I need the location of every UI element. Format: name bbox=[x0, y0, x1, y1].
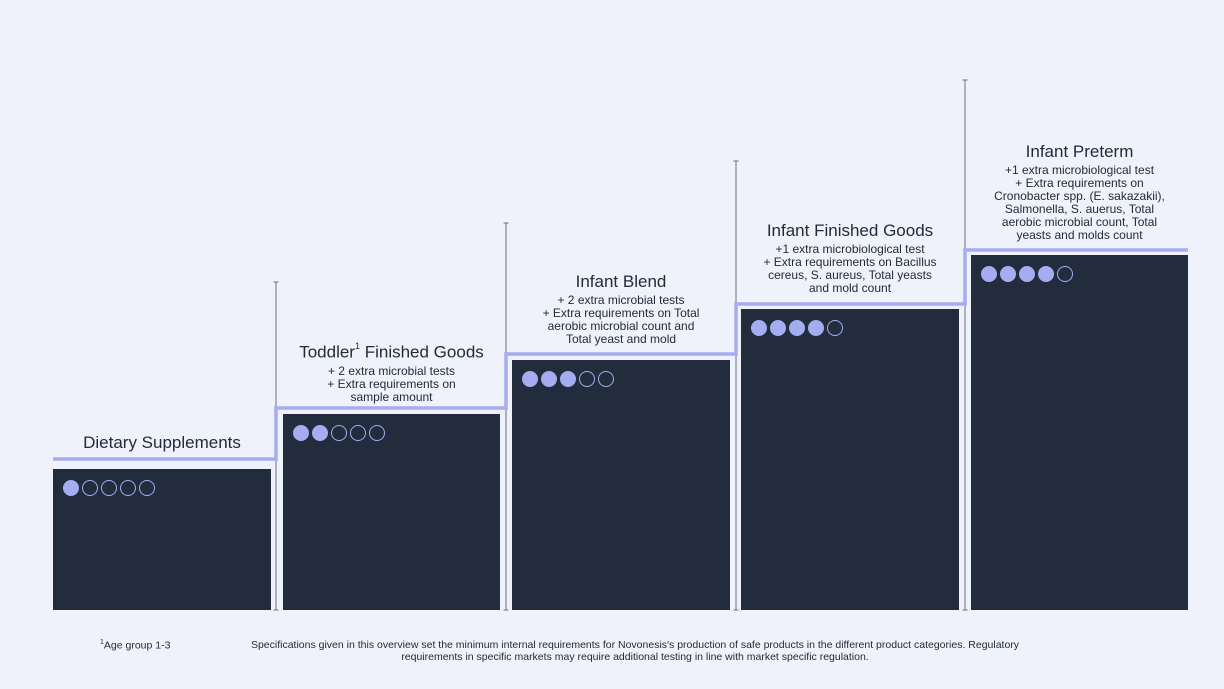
rating-dot-filled bbox=[541, 371, 557, 387]
description-line: Total yeast and mold bbox=[565, 332, 677, 346]
rating-dot-empty bbox=[369, 425, 385, 441]
rating-dot-filled bbox=[63, 480, 79, 496]
step-block bbox=[283, 414, 500, 610]
rating-dot-empty bbox=[827, 320, 843, 336]
rating-dot-filled bbox=[770, 320, 786, 336]
rating-dot-filled bbox=[293, 425, 309, 441]
category-title-suffix: Finished Goods bbox=[359, 342, 484, 362]
footnote-text: Age group 1-3 bbox=[103, 639, 171, 652]
description-line: sample amount bbox=[350, 389, 433, 404]
category-title-text: Toddler bbox=[299, 342, 355, 362]
description-line: +1 extra microbiological test bbox=[1004, 163, 1155, 177]
rating-dot-empty bbox=[120, 480, 136, 496]
rating-dot-filled bbox=[312, 425, 328, 441]
rating-dot-filled bbox=[751, 320, 767, 336]
description-line: and mold count bbox=[808, 281, 892, 295]
footnote-marker: 1 bbox=[354, 341, 360, 351]
category-title: Infant Preterm bbox=[965, 142, 1195, 162]
rating-dot-filled bbox=[560, 371, 576, 387]
rating-dot-filled bbox=[1000, 266, 1016, 282]
rating-dot-filled bbox=[981, 266, 997, 282]
description-line: Salmonella, S. auerus, Total bbox=[1004, 202, 1155, 216]
footnote-marker: 1 bbox=[100, 639, 104, 646]
category-title: Infant Finished Goods bbox=[735, 221, 965, 241]
step-block bbox=[512, 360, 730, 610]
description-line: + 2 extra microbial tests bbox=[557, 293, 685, 307]
description-line: yeasts and molds count bbox=[1016, 228, 1143, 242]
rating-dot-empty bbox=[579, 371, 595, 387]
step-block bbox=[741, 309, 959, 610]
description-line: aerobic microbial count, Total bbox=[1001, 215, 1158, 229]
category-label: Dietary Supplements bbox=[47, 433, 277, 453]
rating-dots bbox=[751, 320, 843, 336]
rating-dot-filled bbox=[1019, 266, 1035, 282]
rating-dot-filled bbox=[522, 371, 538, 387]
rating-dot-filled bbox=[808, 320, 824, 336]
rating-dots bbox=[981, 266, 1073, 282]
step-divider-lines bbox=[273, 79, 968, 611]
step-block bbox=[971, 255, 1188, 610]
category-title: Infant Blend bbox=[506, 272, 736, 292]
footnote: 1Age group 1-3 bbox=[100, 639, 170, 652]
rating-dots bbox=[293, 425, 385, 441]
description-line: + Extra requirements on Bacillus bbox=[763, 255, 937, 269]
category-title: Dietary Supplements bbox=[47, 433, 277, 453]
category-title-text: Infant Finished Goods bbox=[766, 221, 934, 240]
rating-dot-empty bbox=[101, 480, 117, 496]
category-description: +1 extra microbiological test + Extra req… bbox=[965, 164, 1195, 242]
category-description: + 2 extra microbial tests + Extra require… bbox=[506, 294, 736, 346]
rating-dots bbox=[63, 480, 155, 496]
staircase-line bbox=[53, 248, 1188, 461]
category-label: Infant Finished Goods +1 extra microbiolo… bbox=[735, 221, 965, 295]
description-line: +1 extra microbiological test bbox=[775, 242, 925, 256]
rating-dots bbox=[522, 371, 614, 387]
description-line: aerobic microbial count and bbox=[547, 319, 695, 333]
description-line: + Extra requirements on bbox=[327, 376, 456, 391]
category-label: Infant Blend + 2 extra microbial tests + E… bbox=[506, 272, 736, 346]
rating-dot-empty bbox=[82, 480, 98, 496]
category-title-text: Infant Blend bbox=[575, 272, 667, 291]
rating-dot-empty bbox=[1057, 266, 1073, 282]
category-description: + 2 extra microbial tests + Extra require… bbox=[277, 363, 507, 404]
category-description: +1 extra microbiological test + Extra req… bbox=[735, 243, 965, 295]
description-line: cereus, S. aureus, Total yeasts bbox=[768, 268, 932, 282]
rating-dot-empty bbox=[139, 480, 155, 496]
rating-dot-filled bbox=[1038, 266, 1054, 282]
description-line: + Extra requirements on bbox=[1015, 176, 1144, 190]
rating-dot-empty bbox=[350, 425, 366, 441]
category-label: Toddler1 Finished Goods + 2 extra microbi… bbox=[277, 338, 507, 404]
description-line: + Extra requirements on Total bbox=[542, 306, 700, 320]
category-label: Infant Preterm +1 extra microbiological t… bbox=[965, 142, 1195, 242]
rating-dot-filled bbox=[789, 320, 805, 336]
category-title: Toddler1 Finished Goods bbox=[277, 338, 507, 363]
disclaimer-text: Specifications given in this overview se… bbox=[250, 639, 1020, 663]
category-title-text: Infant Preterm bbox=[1025, 142, 1134, 161]
rating-dot-empty bbox=[331, 425, 347, 441]
rating-dot-empty bbox=[598, 371, 614, 387]
description-line: Cronobacter spp. (E. sakazakii), bbox=[994, 189, 1165, 203]
description-line: + 2 extra microbial tests bbox=[327, 363, 456, 378]
category-title-text: Dietary Supplements bbox=[83, 433, 241, 452]
